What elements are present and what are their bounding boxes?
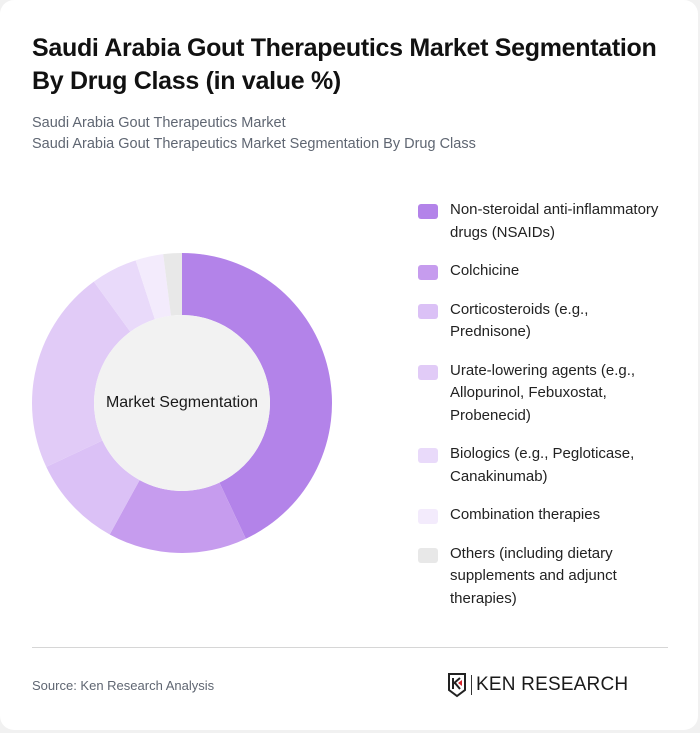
legend-item-colchicine[interactable]: Colchicine [418,260,678,283]
legend-label: Others (including dietary supplements an… [450,544,617,607]
donut-segment[interactable] [109,480,246,553]
legend-item-combination[interactable]: Combination therapies [418,504,678,527]
legend-swatch [418,265,438,280]
legend-item-others[interactable]: Others (including dietary supplements an… [418,543,678,611]
ken-research-logo: KEN RESEARCH [447,672,628,698]
donut-segment[interactable] [93,260,155,332]
legend-swatch [418,364,438,380]
legend-swatch [418,303,438,319]
legend-swatch [418,509,438,524]
donut-segment[interactable] [182,253,332,539]
chart-subtitle: Saudi Arabia Gout Therapeutics Market Sa… [32,113,476,155]
legend-swatch [418,547,438,563]
legend-label: Combination therapies [450,506,601,523]
legend-label: Non-steroidal anti-inflammatory drugs (N… [450,201,659,241]
legend-item-urate-lowering[interactable]: Urate-lowering agents (e.g., Allopurinol… [418,360,678,428]
chart-title: Saudi Arabia Gout Therapeutics Market Se… [32,34,657,95]
legend-item-biologics[interactable]: Biologics (e.g., Pegloticase, Canakinuma… [418,443,678,488]
donut-segment[interactable] [163,253,182,316]
source-note: Source: Ken Research Analysis [32,678,215,693]
donut-svg [31,253,332,553]
logo-separator [471,675,472,695]
legend-label: Corticosteroids (e.g., Prednisone) [450,300,589,341]
legend-item-corticosteroids[interactable]: Corticosteroids (e.g., Prednisone) [418,299,678,344]
footer-divider [32,647,668,648]
legend-swatch [418,204,438,219]
donut-chart: Market Segmentation [30,251,334,555]
ken-research-shield-icon [448,673,466,698]
legend: Non-steroidal anti-inflammatory drugs (N… [418,199,678,626]
legend-item-nsaids[interactable]: Non-steroidal anti-inflammatory drugs (N… [418,199,678,244]
legend-swatch [418,448,438,463]
donut-segment[interactable] [31,281,131,467]
donut-hole [94,315,270,491]
donut-segment[interactable] [135,254,171,320]
legend-label: Biologics (e.g., Pegloticase, Canakinuma… [450,445,635,485]
legend-label: Colchicine [450,262,520,279]
legend-label: Urate-lowering agents (e.g., Allopurinol… [450,361,636,424]
subtitle-line-2: Saudi Arabia Gout Therapeutics Market Se… [32,136,476,152]
donut-segment[interactable] [46,440,140,535]
subtitle-line-1: Saudi Arabia Gout Therapeutics Market [32,115,286,131]
logo-text: KEN RESEARCH [476,674,629,695]
